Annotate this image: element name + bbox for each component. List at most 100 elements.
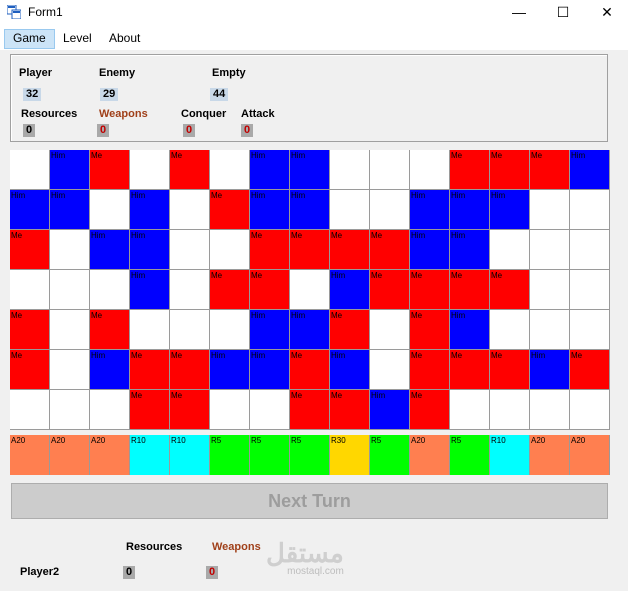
board-cell[interactable]: Him (450, 190, 490, 230)
resource-cell[interactable]: R10 (490, 435, 530, 475)
board-cell[interactable] (210, 310, 250, 350)
resource-cell[interactable]: R5 (370, 435, 410, 475)
board-cell[interactable] (250, 390, 290, 430)
board-cell[interactable]: Him (250, 190, 290, 230)
board-cell[interactable]: Me (410, 350, 450, 390)
board-cell[interactable] (530, 190, 570, 230)
menu-game[interactable]: Game (4, 29, 55, 49)
board-cell[interactable]: Me (290, 350, 330, 390)
board-cell[interactable]: Me (250, 230, 290, 270)
board-cell[interactable]: Him (490, 190, 530, 230)
board-cell[interactable]: Me (490, 270, 530, 310)
board-cell[interactable] (370, 350, 410, 390)
board-cell[interactable]: Me (410, 390, 450, 430)
board-cell[interactable]: Me (10, 310, 50, 350)
minimize-button[interactable]: — (512, 4, 526, 20)
board-cell[interactable]: Me (210, 270, 250, 310)
board-cell[interactable] (490, 390, 530, 430)
board-cell[interactable]: Me (10, 230, 50, 270)
board-cell[interactable] (50, 270, 90, 310)
board-cell[interactable] (530, 230, 570, 270)
board-cell[interactable]: Him (290, 150, 330, 190)
board-cell[interactable] (210, 150, 250, 190)
menu-level[interactable]: Level (63, 31, 92, 45)
board-cell[interactable]: Me (170, 150, 210, 190)
board-cell[interactable] (450, 390, 490, 430)
board-cell[interactable] (490, 230, 530, 270)
board-cell[interactable] (330, 150, 370, 190)
menu-about[interactable]: About (109, 31, 141, 45)
board-cell[interactable] (10, 150, 50, 190)
board-cell[interactable]: Him (250, 350, 290, 390)
board-cell[interactable]: Him (450, 310, 490, 350)
board-cell[interactable] (290, 270, 330, 310)
board-cell[interactable]: Me (450, 270, 490, 310)
board-cell[interactable]: Me (290, 230, 330, 270)
board-cell[interactable] (530, 270, 570, 310)
maximize-button[interactable]: ☐ (556, 4, 570, 20)
board-cell[interactable] (170, 190, 210, 230)
board-cell[interactable] (330, 190, 370, 230)
board-cell[interactable] (90, 190, 130, 230)
board-cell[interactable]: Me (210, 190, 250, 230)
board-cell[interactable]: Me (90, 310, 130, 350)
board-cell[interactable] (210, 390, 250, 430)
board-cell[interactable]: Him (50, 190, 90, 230)
board-cell[interactable] (210, 230, 250, 270)
board-cell[interactable]: Him (250, 150, 290, 190)
resource-cell[interactable]: R5 (450, 435, 490, 475)
board-cell[interactable]: Me (250, 270, 290, 310)
resource-cell[interactable]: A20 (530, 435, 570, 475)
board-cell[interactable] (50, 390, 90, 430)
board-cell[interactable] (370, 190, 410, 230)
resource-cell[interactable]: A20 (570, 435, 610, 475)
board-cell[interactable]: Him (130, 190, 170, 230)
board-cell[interactable]: Him (330, 270, 370, 310)
board-cell[interactable] (50, 350, 90, 390)
board-cell[interactable]: Me (570, 350, 610, 390)
board-cell[interactable]: Him (290, 310, 330, 350)
board-cell[interactable]: Me (10, 350, 50, 390)
board-cell[interactable]: Me (290, 390, 330, 430)
board-cell[interactable]: Him (370, 390, 410, 430)
board-cell[interactable]: Me (490, 350, 530, 390)
board-cell[interactable]: Him (90, 350, 130, 390)
board-cell[interactable]: Him (210, 350, 250, 390)
board-cell[interactable]: Me (530, 150, 570, 190)
board-cell[interactable]: Me (130, 350, 170, 390)
board-cell[interactable] (170, 310, 210, 350)
board-cell[interactable] (170, 230, 210, 270)
board-cell[interactable]: Me (410, 270, 450, 310)
board-cell[interactable] (530, 310, 570, 350)
board-cell[interactable]: Him (50, 150, 90, 190)
board-cell[interactable]: Me (370, 230, 410, 270)
board-cell[interactable]: Him (530, 350, 570, 390)
board-cell[interactable]: Him (90, 230, 130, 270)
board-cell[interactable] (570, 310, 610, 350)
board-cell[interactable]: Him (10, 190, 50, 230)
board-cell[interactable] (490, 310, 530, 350)
board-cell[interactable] (570, 390, 610, 430)
board-cell[interactable]: Me (370, 270, 410, 310)
resource-cell[interactable]: A20 (410, 435, 450, 475)
resource-cell[interactable]: R30 (330, 435, 370, 475)
board-cell[interactable] (130, 310, 170, 350)
resource-cell[interactable]: R10 (170, 435, 210, 475)
board-cell[interactable]: Me (130, 390, 170, 430)
board-cell[interactable]: Him (130, 270, 170, 310)
board-cell[interactable] (410, 150, 450, 190)
board-cell[interactable]: Him (570, 150, 610, 190)
board-cell[interactable]: Me (450, 350, 490, 390)
board-cell[interactable] (130, 150, 170, 190)
resource-cell[interactable]: R5 (290, 435, 330, 475)
board-cell[interactable] (570, 190, 610, 230)
board-cell[interactable]: Me (90, 150, 130, 190)
board-cell[interactable]: Me (490, 150, 530, 190)
board-cell[interactable] (370, 310, 410, 350)
board-cell[interactable]: Me (330, 310, 370, 350)
board-cell[interactable]: Him (290, 190, 330, 230)
board-cell[interactable] (50, 310, 90, 350)
board-cell[interactable] (370, 150, 410, 190)
board-cell[interactable] (10, 390, 50, 430)
board-cell[interactable]: Me (330, 230, 370, 270)
